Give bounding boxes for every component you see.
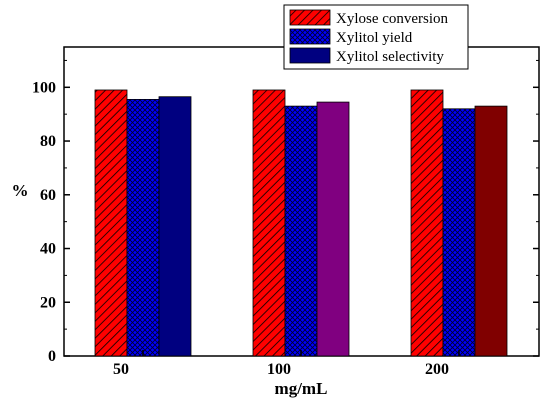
bar-xylitol-selectivity-50 <box>158 96 192 357</box>
legend-label: Xylitol yield <box>336 30 413 46</box>
y-tick-label: 100 <box>32 79 56 96</box>
bar-xylitol-selectivity-200 <box>474 105 508 357</box>
legend-swatch <box>289 47 331 64</box>
bar-xylose-conversion-200 <box>410 89 444 357</box>
bar-xylitol-yield-50 <box>126 98 160 357</box>
legend-swatch <box>289 28 331 45</box>
bar-xylitol-selectivity-100 <box>316 101 350 357</box>
y-tick-label: 20 <box>40 294 56 311</box>
y-axis-ticks: 0 20 40 60 80 100 <box>32 59 539 365</box>
bar-xylitol-yield-200 <box>442 108 476 357</box>
y-axis-title: % <box>12 181 29 200</box>
x-tick-label: 50 <box>113 361 129 378</box>
x-tick-label: 200 <box>425 361 449 378</box>
bars <box>94 89 508 357</box>
y-tick-label: 80 <box>40 133 56 150</box>
x-axis-title: mg/mL <box>275 379 328 398</box>
legend-label: Xylose conversion <box>336 11 449 27</box>
x-axis-ticks: 50 100 200 <box>113 350 460 378</box>
legend-swatch <box>289 9 331 26</box>
y-tick-label: 0 <box>48 348 56 365</box>
bar-xylitol-yield-100 <box>284 105 318 357</box>
x-tick-label: 100 <box>267 361 291 378</box>
y-tick-label: 60 <box>40 187 56 204</box>
bar-xylose-conversion-100 <box>252 89 286 357</box>
legend: Xylose conversion Xylitol yield Xylitol se… <box>283 4 469 70</box>
bar-xylose-conversion-50 <box>94 89 128 357</box>
y-tick-label: 40 <box>40 241 56 258</box>
legend-label: Xylitol selectivity <box>336 49 444 65</box>
